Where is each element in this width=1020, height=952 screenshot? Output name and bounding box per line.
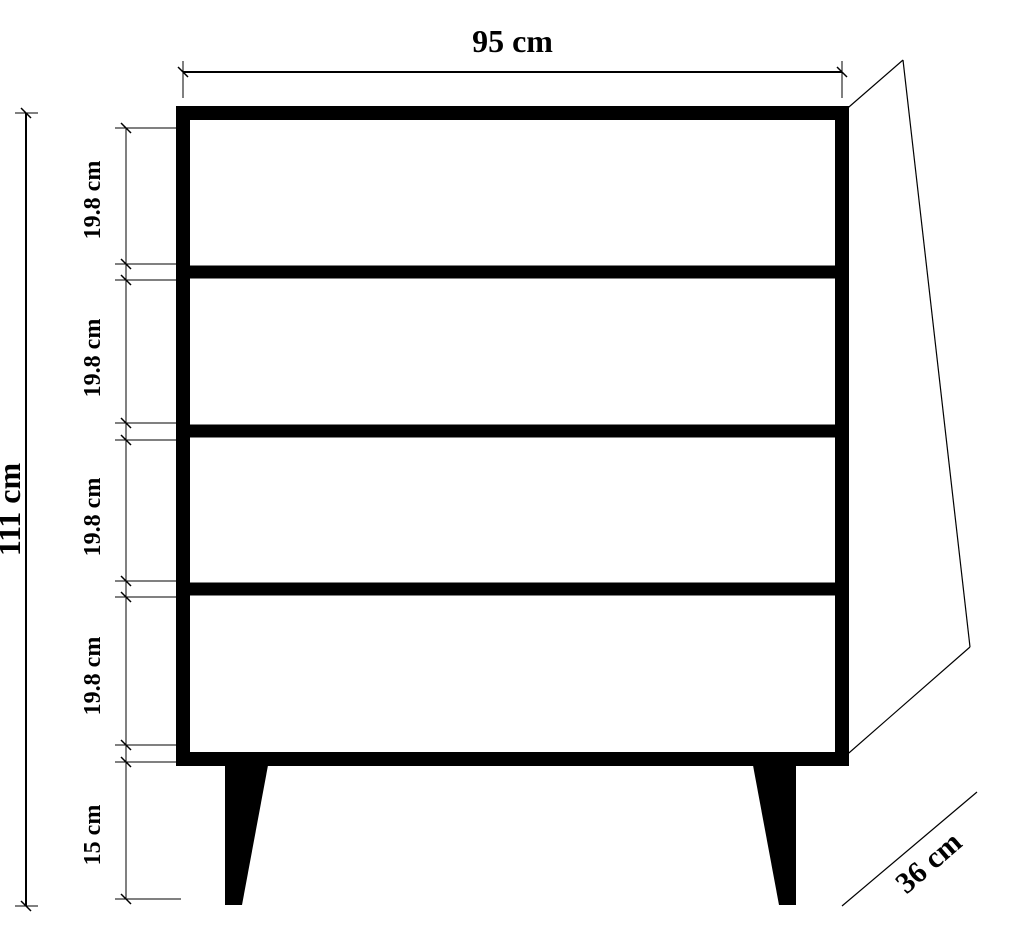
depth-lines — [842, 60, 977, 906]
drawer-label-1: 19.8 cm — [80, 161, 106, 240]
shelves — [190, 272, 835, 589]
drawer-label-4: 19.8 cm — [80, 637, 106, 716]
height-label: 111 cm — [0, 462, 27, 556]
dimension-drawing: 95 cm 111 cm 19.8 cm19.8 cm19.8 cm19.8 c… — [0, 0, 1020, 952]
width-label: 95 cm — [472, 23, 553, 59]
drawer-label-2: 19.8 cm — [80, 319, 106, 398]
dim-drawers: 19.8 cm 19.8 cm 19.8 cm 19.8 cm 15 cm — [80, 123, 181, 904]
leg-right — [752, 760, 796, 905]
depth-label: 36 cm — [889, 826, 968, 901]
dim-width — [178, 61, 847, 98]
leg-left — [225, 760, 269, 905]
drawer-label-3: 19.8 cm — [80, 478, 106, 557]
leg-height-label: 15 cm — [80, 805, 106, 866]
